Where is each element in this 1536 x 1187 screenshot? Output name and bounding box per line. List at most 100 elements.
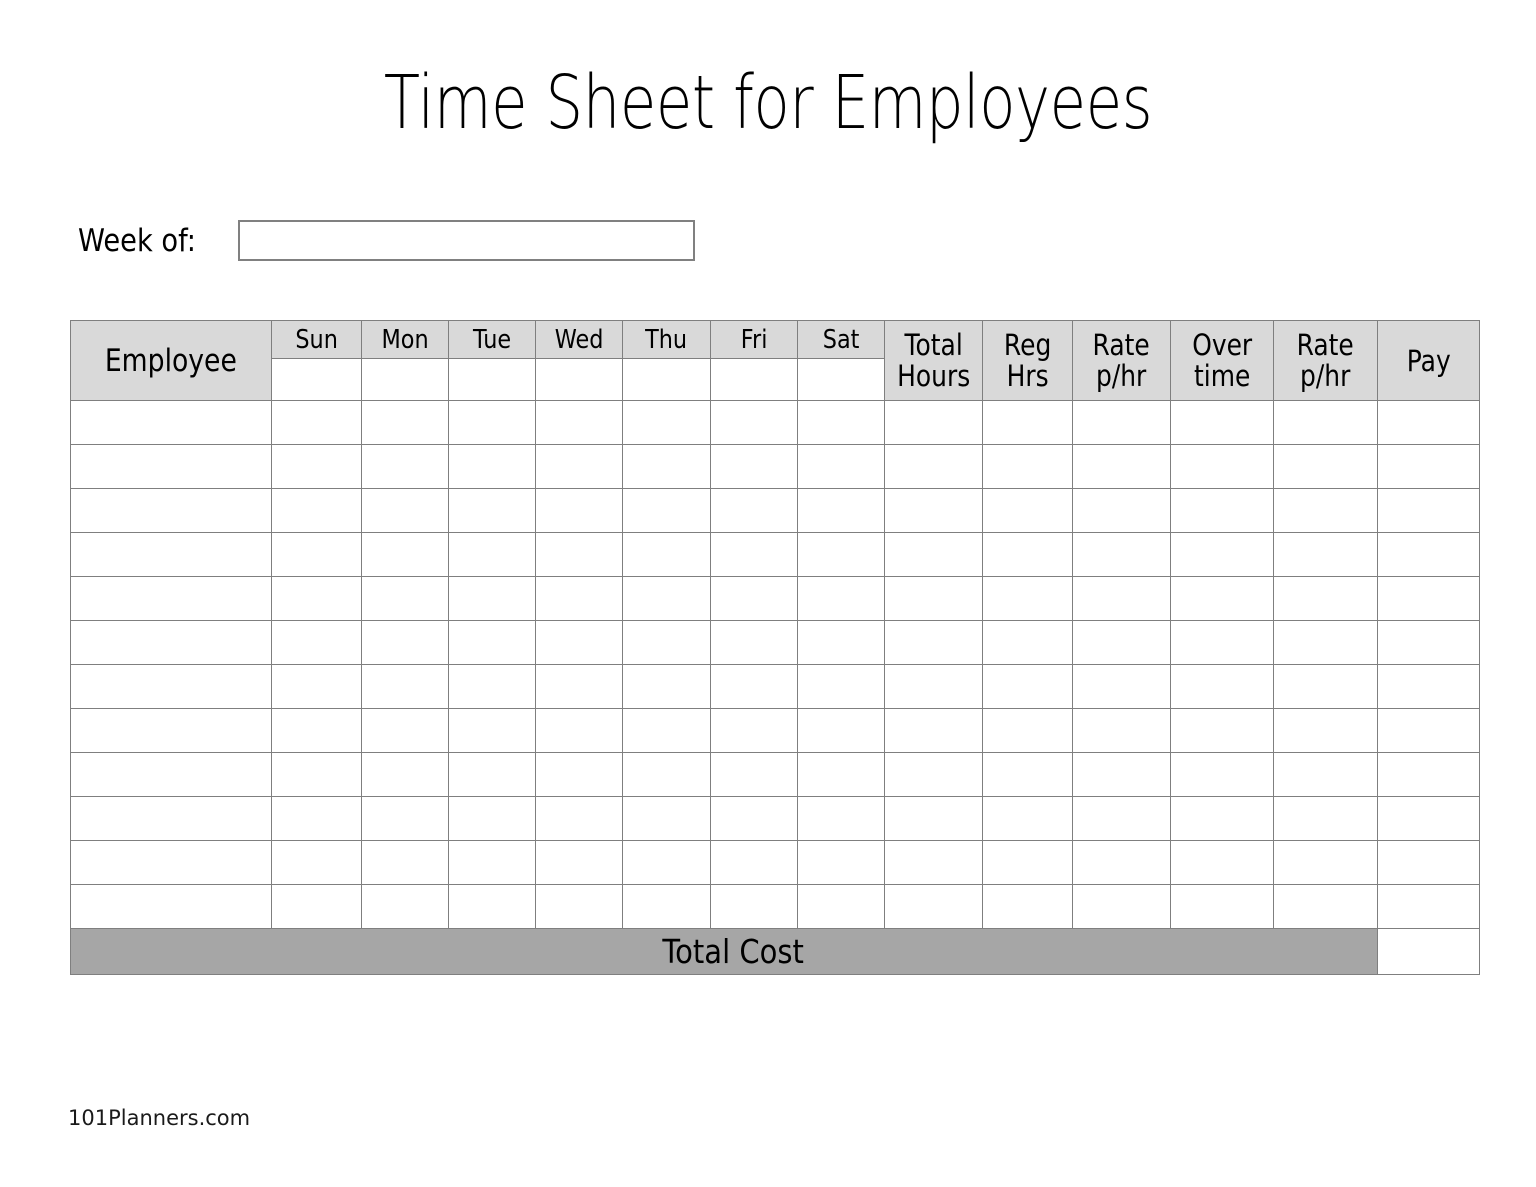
cell-thu[interactable]: [622, 708, 711, 753]
cell-reg-hrs[interactable]: [982, 620, 1074, 665]
cell-overtime[interactable]: [1169, 884, 1275, 929]
cell-sun[interactable]: [270, 532, 362, 577]
cell-fri[interactable]: [709, 752, 798, 797]
cell-sun[interactable]: [270, 488, 362, 533]
date-cell-sun[interactable]: [270, 358, 362, 401]
cell-thu[interactable]: [622, 884, 711, 929]
cell-tue[interactable]: [448, 884, 537, 929]
cell-overtime-rate-per-hour[interactable]: [1273, 576, 1378, 621]
cell-overtime-rate-per-hour[interactable]: [1273, 752, 1378, 797]
cell-sun[interactable]: [270, 752, 362, 797]
cell-reg-hrs[interactable]: [982, 488, 1074, 533]
cell-tue[interactable]: [448, 840, 537, 885]
cell-pay[interactable]: [1376, 664, 1481, 709]
cell-sat[interactable]: [796, 444, 885, 489]
cell-overtime-rate-per-hour[interactable]: [1273, 532, 1378, 577]
cell-tue[interactable]: [448, 576, 537, 621]
cell-overtime-rate-per-hour[interactable]: [1273, 620, 1378, 665]
date-cell-wed[interactable]: [535, 358, 624, 401]
cell-mon[interactable]: [360, 840, 450, 885]
cell-employee[interactable]: [70, 488, 272, 533]
cell-sun[interactable]: [270, 576, 362, 621]
cell-wed[interactable]: [535, 884, 624, 929]
cell-pay[interactable]: [1376, 532, 1481, 577]
cell-overtime-rate-per-hour[interactable]: [1273, 400, 1378, 445]
cell-overtime-rate-per-hour[interactable]: [1273, 444, 1378, 489]
cell-overtime[interactable]: [1169, 708, 1275, 753]
cell-mon[interactable]: [360, 444, 450, 489]
cell-rate-per-hour[interactable]: [1072, 576, 1171, 621]
week-of-input[interactable]: [238, 220, 696, 261]
cell-thu[interactable]: [622, 752, 711, 797]
cell-pay[interactable]: [1376, 752, 1481, 797]
cell-total-hours[interactable]: [883, 884, 984, 929]
cell-reg-hrs[interactable]: [982, 708, 1074, 753]
cell-total-hours[interactable]: [883, 752, 984, 797]
cell-total-hours[interactable]: [883, 576, 984, 621]
cell-tue[interactable]: [448, 620, 537, 665]
cell-total-hours[interactable]: [883, 532, 984, 577]
cell-employee[interactable]: [70, 620, 272, 665]
total-cost-value-cell[interactable]: [1376, 928, 1481, 975]
cell-rate-per-hour[interactable]: [1072, 708, 1171, 753]
cell-overtime[interactable]: [1169, 488, 1275, 533]
cell-overtime[interactable]: [1169, 796, 1275, 841]
cell-sun[interactable]: [270, 620, 362, 665]
cell-pay[interactable]: [1376, 708, 1481, 753]
cell-rate-per-hour[interactable]: [1072, 752, 1171, 797]
cell-fri[interactable]: [709, 532, 798, 577]
cell-wed[interactable]: [535, 664, 624, 709]
cell-overtime[interactable]: [1169, 532, 1275, 577]
cell-rate-per-hour[interactable]: [1072, 488, 1171, 533]
cell-overtime[interactable]: [1169, 840, 1275, 885]
cell-fri[interactable]: [709, 620, 798, 665]
cell-reg-hrs[interactable]: [982, 840, 1074, 885]
cell-total-hours[interactable]: [883, 488, 984, 533]
cell-employee[interactable]: [70, 664, 272, 709]
cell-fri[interactable]: [709, 664, 798, 709]
cell-sun[interactable]: [270, 796, 362, 841]
cell-sat[interactable]: [796, 400, 885, 445]
cell-thu[interactable]: [622, 664, 711, 709]
cell-thu[interactable]: [622, 620, 711, 665]
cell-sat[interactable]: [796, 576, 885, 621]
cell-wed[interactable]: [535, 444, 624, 489]
cell-wed[interactable]: [535, 752, 624, 797]
cell-overtime-rate-per-hour[interactable]: [1273, 708, 1378, 753]
cell-mon[interactable]: [360, 400, 450, 445]
cell-sun[interactable]: [270, 444, 362, 489]
cell-overtime[interactable]: [1169, 664, 1275, 709]
cell-mon[interactable]: [360, 796, 450, 841]
cell-mon[interactable]: [360, 620, 450, 665]
cell-employee[interactable]: [70, 840, 272, 885]
cell-reg-hrs[interactable]: [982, 444, 1074, 489]
cell-wed[interactable]: [535, 796, 624, 841]
cell-employee[interactable]: [70, 444, 272, 489]
cell-tue[interactable]: [448, 752, 537, 797]
cell-sat[interactable]: [796, 840, 885, 885]
cell-reg-hrs[interactable]: [982, 752, 1074, 797]
cell-sat[interactable]: [796, 884, 885, 929]
cell-mon[interactable]: [360, 884, 450, 929]
cell-sat[interactable]: [796, 488, 885, 533]
cell-sat[interactable]: [796, 752, 885, 797]
cell-overtime-rate-per-hour[interactable]: [1273, 664, 1378, 709]
cell-employee[interactable]: [70, 708, 272, 753]
cell-wed[interactable]: [535, 576, 624, 621]
cell-thu[interactable]: [622, 444, 711, 489]
cell-wed[interactable]: [535, 620, 624, 665]
cell-fri[interactable]: [709, 708, 798, 753]
cell-overtime-rate-per-hour[interactable]: [1273, 488, 1378, 533]
cell-fri[interactable]: [709, 488, 798, 533]
cell-rate-per-hour[interactable]: [1072, 532, 1171, 577]
cell-sun[interactable]: [270, 400, 362, 445]
cell-overtime[interactable]: [1169, 576, 1275, 621]
cell-sun[interactable]: [270, 708, 362, 753]
cell-rate-per-hour[interactable]: [1072, 444, 1171, 489]
cell-total-hours[interactable]: [883, 840, 984, 885]
cell-rate-per-hour[interactable]: [1072, 884, 1171, 929]
cell-thu[interactable]: [622, 488, 711, 533]
cell-total-hours[interactable]: [883, 664, 984, 709]
cell-tue[interactable]: [448, 708, 537, 753]
cell-sat[interactable]: [796, 708, 885, 753]
